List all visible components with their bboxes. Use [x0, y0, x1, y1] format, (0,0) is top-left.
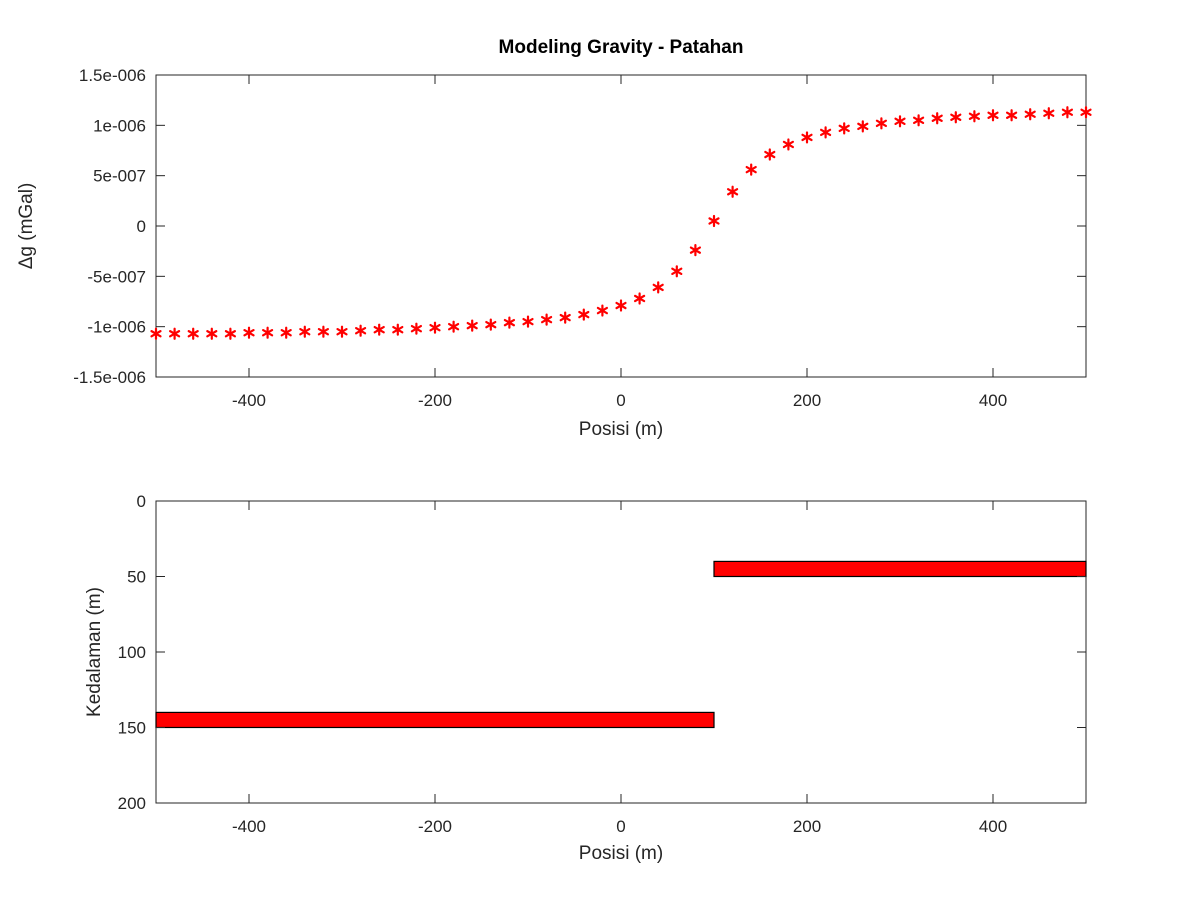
- x-tick-label: 400: [979, 817, 1007, 836]
- data-point: [726, 185, 739, 198]
- data-point: [987, 109, 999, 122]
- fault-block: [155, 711, 715, 729]
- depth-model-plot: -400 -200 0 200 400 0 50 100 150 200 Posisi (m) K…: [84, 492, 1087, 864]
- y-tick-label: -1.5e-006: [73, 368, 146, 387]
- x-tick-label: 0: [616, 817, 625, 836]
- data-point: [559, 311, 571, 324]
- x-tick-label: -200: [418, 817, 452, 836]
- data-point: [410, 322, 422, 335]
- data-point: [745, 163, 757, 176]
- data-point: [578, 308, 590, 321]
- data-point: [857, 120, 869, 133]
- y-tick-label: 200: [118, 794, 146, 813]
- data-point: [968, 110, 981, 123]
- x-tick-label: -400: [232, 391, 266, 410]
- data-point: [633, 292, 646, 305]
- y-axis-label: Kedalaman (m): [84, 587, 105, 717]
- x-tick-label: 400: [979, 391, 1007, 410]
- data-point: [894, 115, 906, 128]
- data-point: [466, 319, 478, 332]
- fault-block: [713, 560, 1087, 578]
- data-point: [262, 326, 274, 339]
- data-point: [801, 131, 813, 144]
- data-point: [782, 138, 795, 151]
- data-point: [448, 320, 460, 333]
- data-point: [1024, 108, 1036, 121]
- y-tick-label: 100: [118, 643, 146, 662]
- tick-labels: -400 -200 0 200 400 0 50 100 150 200: [118, 492, 1008, 836]
- plot-area: [155, 500, 1087, 804]
- y-tick-label: 150: [118, 719, 146, 738]
- x-axis-label: Posisi (m): [579, 419, 663, 440]
- data-point: [875, 117, 888, 130]
- y-axis-label: Δg (mGal): [16, 183, 37, 270]
- data-point: [950, 111, 962, 124]
- data-point: [280, 326, 292, 339]
- data-point: [187, 327, 199, 340]
- data-point: [355, 324, 367, 337]
- y-tick-label: 1.5e-006: [79, 66, 146, 85]
- data-point: [1080, 106, 1092, 119]
- data-point: [206, 327, 218, 340]
- fault-blocks: [155, 560, 1087, 729]
- data-point: [652, 281, 664, 294]
- data-point: [671, 265, 683, 278]
- y-tick-label: 1e-006: [93, 116, 146, 135]
- data-point: [1005, 109, 1018, 122]
- data-point: [243, 326, 255, 339]
- data-point: [336, 325, 348, 338]
- data-points: [150, 106, 1092, 340]
- data-point: [596, 304, 609, 317]
- data-point: [392, 323, 404, 336]
- data-point: [224, 327, 236, 340]
- y-tick-label: 0: [137, 217, 146, 236]
- plot-area: [155, 74, 1087, 378]
- x-tick-label: -400: [232, 817, 266, 836]
- data-point: [1061, 106, 1074, 119]
- data-point: [819, 126, 832, 139]
- x-tick-label: 200: [793, 817, 821, 836]
- tick-labels: -400 -200 0 200 400 -1.5e-006 -1e-006 -5e-007 0 5…: [73, 66, 1007, 410]
- y-tick-label: 0: [137, 492, 146, 511]
- tick-marks: [156, 74, 1086, 378]
- data-point: [299, 325, 311, 338]
- x-tick-label: 200: [793, 391, 821, 410]
- data-point: [912, 114, 925, 127]
- y-tick-label: 5e-007: [93, 167, 146, 186]
- tick-marks: [156, 500, 1086, 804]
- x-tick-label: 0: [616, 391, 625, 410]
- data-point: [169, 327, 181, 340]
- data-point: [764, 148, 776, 161]
- data-point: [931, 112, 943, 125]
- x-axis-label: Posisi (m): [579, 843, 663, 864]
- y-tick-label: 50: [127, 568, 146, 587]
- data-point: [373, 323, 385, 336]
- gravity-plot: Modeling Gravity - Patahan -400 -200 0 200 4…: [16, 37, 1092, 440]
- data-point: [708, 214, 720, 228]
- data-point: [150, 327, 162, 340]
- data-point: [485, 318, 497, 331]
- data-point: [522, 315, 534, 328]
- data-point: [689, 244, 702, 257]
- x-tick-label: -200: [418, 391, 452, 410]
- data-point: [429, 321, 441, 334]
- data-point: [317, 325, 329, 338]
- data-point: [838, 122, 850, 135]
- data-point: [540, 313, 553, 326]
- data-point: [503, 316, 516, 329]
- data-point: [615, 299, 627, 312]
- y-tick-label: -1e-006: [87, 318, 146, 337]
- y-tick-label: -5e-007: [87, 267, 146, 286]
- data-point: [1043, 107, 1055, 120]
- chart-title: Modeling Gravity - Patahan: [499, 37, 744, 58]
